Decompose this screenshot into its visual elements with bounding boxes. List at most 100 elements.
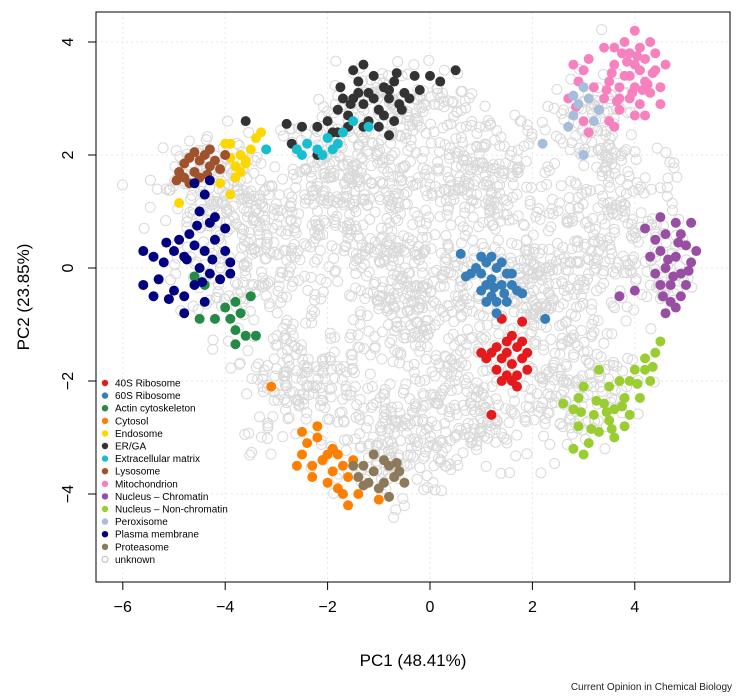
unknown-point xyxy=(564,414,576,426)
unknown-point xyxy=(234,357,246,369)
unknown-point xyxy=(328,168,340,180)
grid-lines xyxy=(96,12,730,582)
unknown-point xyxy=(275,124,287,136)
unknown-point xyxy=(346,290,358,302)
legend-swatch-plasma-membrane xyxy=(101,531,109,538)
legend-swatch-cytosol xyxy=(101,417,109,424)
unknown-point xyxy=(384,294,396,306)
point-plasma-membrane xyxy=(184,229,195,240)
point-mitochondrion xyxy=(655,82,666,93)
point-er-ga xyxy=(322,116,333,127)
unknown-point xyxy=(300,240,312,252)
unknown-point xyxy=(474,321,486,333)
unknown-point xyxy=(506,237,518,249)
point-nucleus-chromatin xyxy=(660,308,671,319)
point-er-ga xyxy=(312,121,323,132)
unknown-point xyxy=(434,436,446,448)
unknown-point xyxy=(485,118,497,130)
unknown-point xyxy=(566,428,578,440)
unknown-point xyxy=(371,294,383,306)
point-nucleus-chromatin xyxy=(650,268,661,279)
legend-label-lysosome: Lysosome xyxy=(115,467,161,478)
unknown-point xyxy=(280,404,292,416)
unknown-point xyxy=(493,328,505,340)
unknown-point xyxy=(244,449,256,461)
unknown-point xyxy=(558,104,570,116)
unknown-point xyxy=(401,186,413,198)
unknown-point xyxy=(257,201,269,213)
unknown-point xyxy=(621,267,633,279)
unknown-point xyxy=(595,142,607,154)
unknown-point xyxy=(352,341,364,353)
unknown-point xyxy=(350,268,362,280)
point-plasma-membrane xyxy=(207,254,218,265)
unknown-point xyxy=(306,304,318,316)
unknown-point xyxy=(345,223,357,235)
unknown-point xyxy=(424,323,436,335)
unknown-point xyxy=(296,374,308,386)
unknown-point xyxy=(439,417,451,429)
unknown-point xyxy=(583,222,595,234)
point-er-ga xyxy=(409,70,420,81)
unknown-point xyxy=(616,205,628,217)
unknown-point xyxy=(402,360,414,372)
point-nucleus-chromatin xyxy=(683,265,694,276)
point-peroxisome xyxy=(568,90,579,101)
unknown-point xyxy=(546,203,558,215)
unknown-point xyxy=(365,160,377,172)
unknown-point xyxy=(350,411,362,423)
unknown-point xyxy=(480,460,492,472)
unknown-point xyxy=(170,268,182,280)
point-proteasome xyxy=(391,457,402,468)
unknown-point xyxy=(454,171,466,183)
unknown-point xyxy=(506,145,518,157)
unknown-point xyxy=(418,145,430,157)
unknown-point xyxy=(598,337,610,349)
point-er-ga xyxy=(353,76,364,87)
point-40s-ribosome xyxy=(491,342,502,353)
unknown-point xyxy=(377,417,389,429)
point-nucleus-non-chromatin xyxy=(558,398,569,409)
unknown-point xyxy=(604,132,616,144)
unknown-point xyxy=(408,59,420,71)
point-lysosome xyxy=(220,150,231,160)
unknown-point xyxy=(315,293,327,305)
unknown-point xyxy=(294,254,306,266)
unknown-point xyxy=(361,270,373,282)
unknown-point xyxy=(311,205,323,217)
unknown-point xyxy=(597,190,609,202)
point-cytosol xyxy=(322,449,333,460)
unknown-point xyxy=(409,398,421,410)
unknown-point xyxy=(572,257,584,269)
unknown-point xyxy=(385,309,397,321)
unknown-point xyxy=(603,170,615,182)
unknown-point xyxy=(553,248,565,260)
y-tick-label: 4 xyxy=(60,37,77,46)
unknown-point xyxy=(475,332,487,344)
unknown-point xyxy=(340,240,352,252)
point-nucleus-chromatin xyxy=(670,302,681,313)
unknown-point xyxy=(237,184,249,196)
unknown-point xyxy=(580,353,592,365)
point-er-ga xyxy=(358,59,369,70)
point-nucleus-non-chromatin xyxy=(629,364,640,375)
point-plasma-membrane xyxy=(220,223,231,234)
unknown-point xyxy=(628,304,640,316)
unknown-point xyxy=(457,399,469,411)
unknown-point xyxy=(362,287,374,299)
unknown-point xyxy=(565,308,577,320)
unknown-point xyxy=(585,304,597,316)
unknown-point xyxy=(425,243,437,255)
point-mitochondrion xyxy=(568,59,579,70)
point-actin-cytoskeleton xyxy=(230,296,241,307)
unknown-point xyxy=(455,237,467,249)
point-mitochondrion xyxy=(604,76,615,87)
unknown-point xyxy=(442,95,454,107)
unknown-point xyxy=(560,359,572,371)
unknown-point xyxy=(615,154,627,166)
unknown-point xyxy=(439,366,451,378)
unknown-point xyxy=(391,316,403,328)
point-40s-ribosome xyxy=(486,409,497,420)
unknown-point xyxy=(250,361,262,373)
point-cytosol xyxy=(373,494,384,505)
